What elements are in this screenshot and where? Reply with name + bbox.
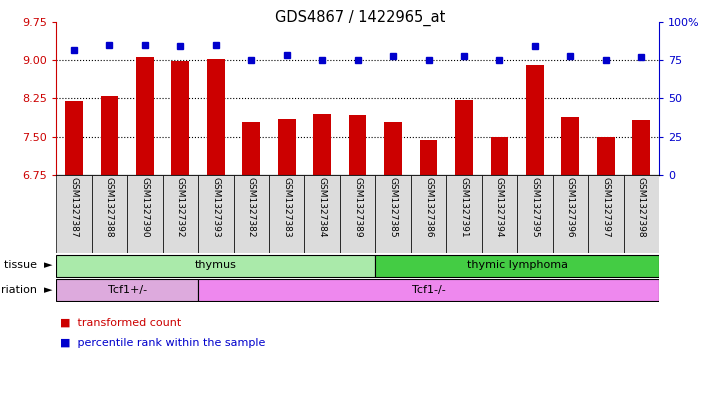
Bar: [517, 175, 552, 253]
Text: GSM1327389: GSM1327389: [353, 177, 362, 238]
Bar: [597, 136, 615, 175]
Bar: [198, 175, 234, 253]
Bar: [304, 175, 340, 253]
Text: GSM1327394: GSM1327394: [495, 177, 504, 238]
Bar: [100, 95, 118, 175]
Bar: [411, 175, 446, 253]
Bar: [136, 57, 154, 175]
Text: GSM1327387: GSM1327387: [69, 177, 79, 238]
Text: thymic lymphoma: thymic lymphoma: [466, 260, 567, 270]
Bar: [562, 117, 579, 175]
Bar: [65, 101, 83, 175]
Text: GSM1327396: GSM1327396: [566, 177, 575, 238]
Bar: [376, 175, 411, 253]
Bar: [56, 175, 92, 253]
Text: Tcf1-/-: Tcf1-/-: [412, 285, 446, 294]
Text: ■  percentile rank within the sample: ■ percentile rank within the sample: [60, 338, 265, 347]
Bar: [455, 100, 473, 175]
Bar: [242, 122, 260, 175]
Bar: [340, 175, 376, 253]
Text: GSM1327390: GSM1327390: [141, 177, 149, 238]
Bar: [376, 255, 659, 277]
Text: GSM1327383: GSM1327383: [282, 177, 291, 238]
Text: GSM1327392: GSM1327392: [176, 177, 185, 238]
Bar: [384, 122, 402, 175]
Bar: [482, 175, 517, 253]
Text: GSM1327384: GSM1327384: [318, 177, 327, 238]
Bar: [269, 175, 304, 253]
Bar: [420, 140, 438, 175]
Bar: [314, 114, 331, 175]
Bar: [632, 120, 650, 175]
Bar: [56, 279, 198, 301]
Text: GSM1327393: GSM1327393: [211, 177, 221, 238]
Bar: [127, 175, 163, 253]
Bar: [56, 255, 376, 277]
Bar: [490, 136, 508, 175]
Text: GSM1327398: GSM1327398: [637, 177, 646, 238]
Text: ■  transformed count: ■ transformed count: [60, 318, 181, 328]
Text: GSM1327385: GSM1327385: [389, 177, 397, 238]
Bar: [207, 59, 225, 175]
Text: GSM1327388: GSM1327388: [105, 177, 114, 238]
Text: GSM1327386: GSM1327386: [424, 177, 433, 238]
Text: Tcf1+/-: Tcf1+/-: [107, 285, 146, 294]
Bar: [526, 65, 544, 175]
Text: GSM1327397: GSM1327397: [601, 177, 610, 238]
Bar: [624, 175, 659, 253]
Text: GDS4867 / 1422965_at: GDS4867 / 1422965_at: [275, 10, 446, 26]
Bar: [234, 175, 269, 253]
Bar: [92, 175, 127, 253]
Text: GSM1327382: GSM1327382: [247, 177, 256, 238]
Bar: [349, 115, 366, 175]
Text: GSM1327395: GSM1327395: [531, 177, 539, 238]
Bar: [172, 61, 189, 175]
Text: thymus: thymus: [195, 260, 236, 270]
Bar: [163, 175, 198, 253]
Text: GSM1327391: GSM1327391: [459, 177, 469, 238]
Text: tissue  ►: tissue ►: [4, 260, 53, 270]
Bar: [278, 119, 296, 175]
Bar: [552, 175, 588, 253]
Text: genotype/variation  ►: genotype/variation ►: [0, 285, 53, 294]
Bar: [198, 279, 659, 301]
Bar: [446, 175, 482, 253]
Bar: [588, 175, 624, 253]
